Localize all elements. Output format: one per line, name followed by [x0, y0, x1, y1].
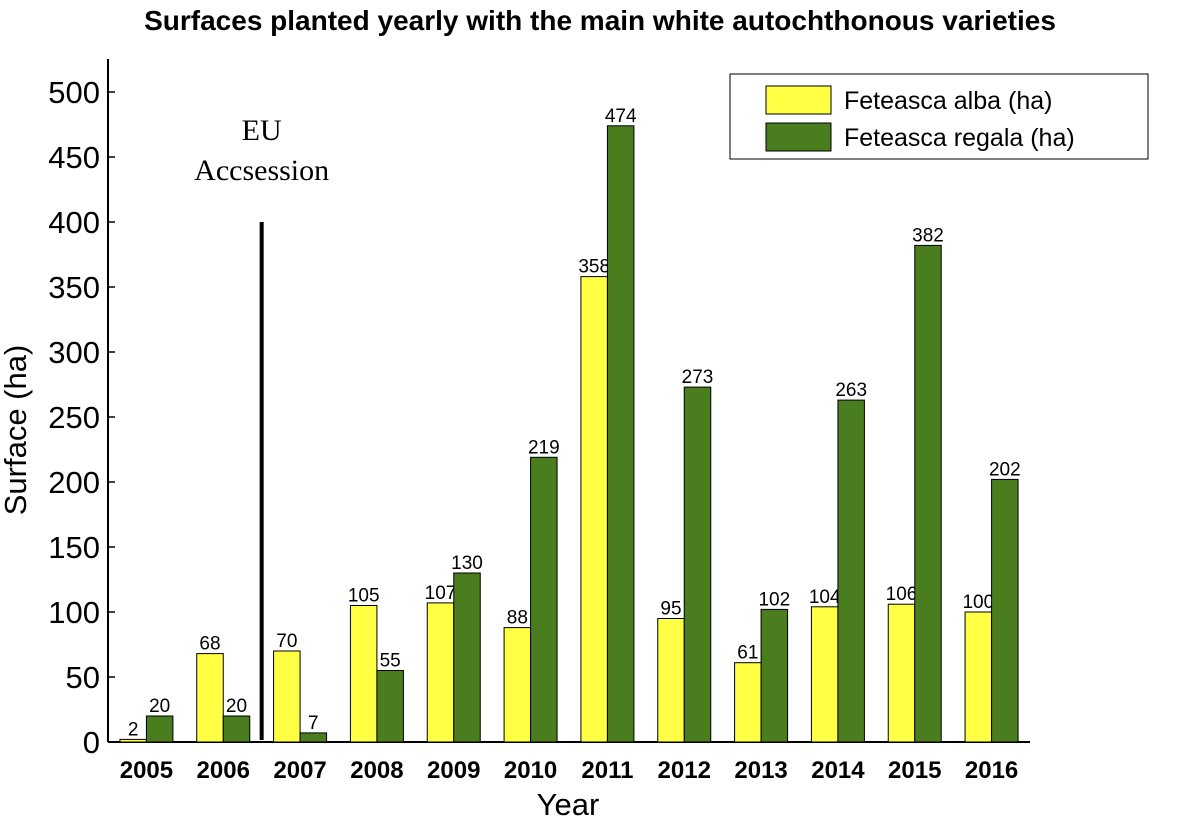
bar-feteasca-regala	[530, 456, 558, 743]
x-tick-label: 2016	[965, 757, 1018, 784]
bar-feteasca-regala	[145, 715, 174, 743]
x-tick-label: 2015	[888, 757, 941, 784]
bar-feteasca-alba	[887, 603, 916, 743]
y-tick-label: 0	[83, 725, 100, 760]
bar-feteasca-alba	[503, 627, 532, 743]
data-label: 273	[682, 367, 714, 388]
bar-feteasca-alba	[273, 650, 301, 743]
data-label: 382	[912, 225, 944, 246]
data-label: 358	[578, 257, 610, 278]
bar-feteasca-regala	[453, 572, 481, 743]
data-label: 95	[660, 599, 681, 620]
x-tick-label: 2013	[734, 757, 787, 784]
x-tick-label: 2008	[350, 757, 403, 784]
y-tick-label: 450	[48, 140, 100, 175]
bar-feteasca-regala	[760, 608, 789, 743]
eu-accession-annotation: Accsession	[194, 154, 329, 187]
y-tick-label: 50	[66, 660, 100, 695]
x-tick-label: 2014	[811, 757, 865, 784]
y-tick-label: 200	[48, 465, 100, 500]
y-tick-label: 400	[48, 205, 100, 240]
bar-feteasca-regala	[914, 244, 942, 743]
bar-feteasca-alba	[657, 618, 685, 743]
y-tick-label: 350	[48, 270, 100, 305]
bar-feteasca-alba	[196, 653, 224, 743]
legend-swatch	[765, 122, 832, 152]
bar-feteasca-regala	[299, 732, 328, 743]
x-tick-label: 2012	[658, 757, 711, 784]
bar-feteasca-alba	[426, 602, 455, 743]
data-label: 100	[962, 592, 994, 613]
x-tick-label: 2007	[273, 757, 326, 784]
x-tick-label: 2011	[581, 757, 633, 784]
y-tick-label: 150	[48, 530, 100, 565]
data-label: 263	[835, 380, 867, 401]
bar-feteasca-regala	[991, 478, 1019, 743]
data-label: 107	[425, 583, 457, 604]
data-label: 104	[809, 587, 841, 608]
x-axis-label: Year	[537, 787, 600, 819]
x-tick-label: 2009	[427, 757, 480, 784]
data-label: 20	[149, 696, 170, 717]
data-label: 55	[380, 651, 401, 672]
x-tick-label: 2005	[120, 757, 173, 784]
data-label: 202	[989, 459, 1021, 480]
data-label: 70	[276, 631, 297, 652]
plot-area: 0 50 100 150 200 250 300 350 400 450 500 2 20 2005 68 2…	[48, 59, 1030, 784]
y-tick-label: 500	[48, 75, 100, 110]
eu-accession-annotation: EU	[242, 114, 282, 147]
legend-label: Feteasca alba (ha)	[844, 87, 1052, 115]
y-tick-label: 300	[48, 335, 100, 370]
data-label: 105	[348, 586, 380, 607]
data-label: 20	[226, 696, 247, 717]
data-label: 2	[128, 719, 139, 740]
data-label: 130	[451, 553, 483, 574]
bar-feteasca-regala	[837, 399, 865, 743]
y-tick-label: 250	[48, 400, 100, 435]
bar-feteasca-alba	[810, 606, 839, 743]
data-label: 68	[199, 634, 220, 655]
bar-feteasca-alba	[580, 276, 608, 743]
legend: Feteasca alba (ha) Feteasca regala (ha)	[729, 73, 1149, 160]
data-label: 7	[308, 713, 319, 734]
data-label: 102	[758, 589, 790, 610]
data-label: 61	[737, 643, 758, 664]
y-tick-label: 100	[48, 595, 100, 630]
bar-feteasca-alba	[734, 662, 762, 743]
x-tick-label: 2006	[197, 757, 250, 784]
data-label: 219	[528, 437, 560, 458]
data-label: 88	[507, 608, 528, 629]
bar-feteasca-regala	[376, 670, 404, 743]
bar-feteasca-regala	[683, 386, 712, 743]
bar-feteasca-alba	[349, 605, 378, 743]
legend-swatch	[765, 85, 832, 115]
bar-feteasca-regala	[222, 715, 251, 743]
y-axis-label: Surface (ha)	[0, 345, 33, 516]
bar-feteasca-alba	[964, 611, 993, 743]
x-tick-label: 2010	[504, 757, 557, 784]
data-label: 106	[886, 584, 918, 605]
data-label: 474	[605, 106, 637, 127]
legend-label: Feteasca regala (ha)	[844, 124, 1075, 152]
bar-feteasca-regala	[606, 125, 635, 743]
chart-title: Surfaces planted yearly with the main wh…	[144, 5, 1056, 36]
